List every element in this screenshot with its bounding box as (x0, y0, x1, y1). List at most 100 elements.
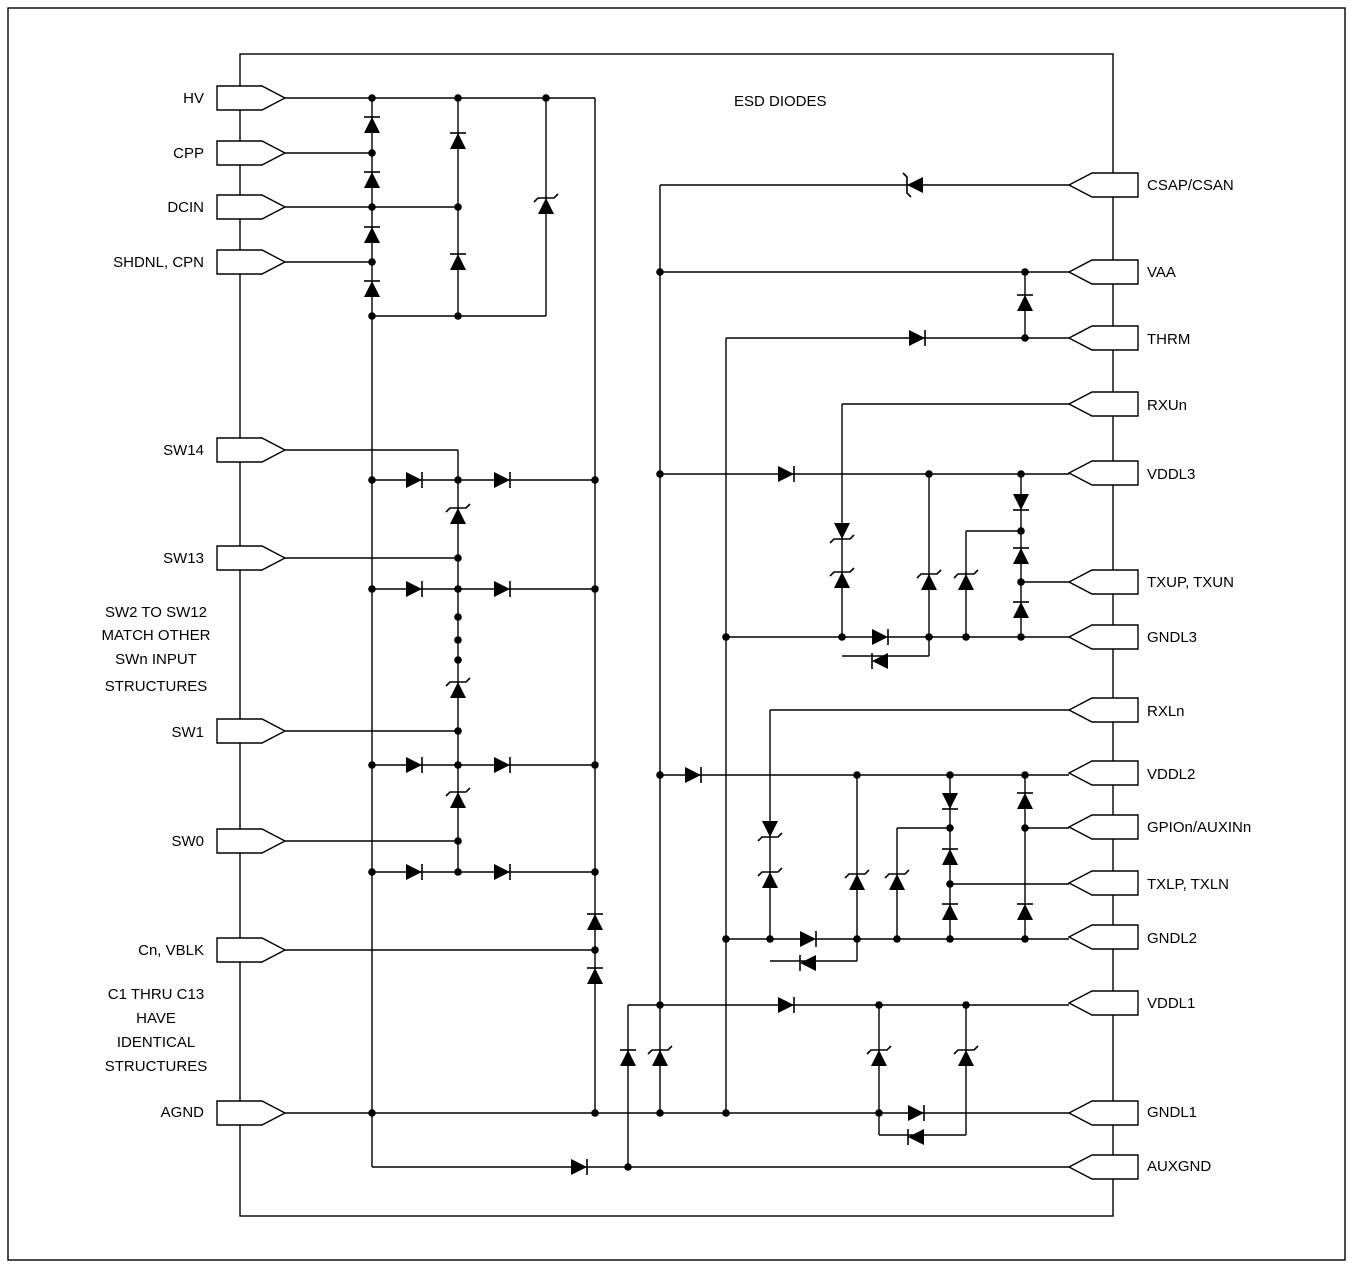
zener-diode-body (652, 1050, 668, 1066)
diode-body (1017, 793, 1033, 809)
zener-diode-body (889, 874, 905, 890)
pin-label-gndl2: GNDL2 (1147, 930, 1197, 947)
junction-dot (1017, 578, 1025, 586)
zener-diode-bar (445, 787, 471, 797)
pin-label-rxln: RXLn (1147, 703, 1185, 720)
junction-dot (1021, 771, 1029, 779)
junction-dot (454, 613, 462, 621)
pin-label-vaa: VAA (1147, 264, 1176, 281)
pin-label-dcin: DCIN (167, 199, 204, 216)
zener-diode-bar (829, 534, 855, 544)
diode-body (406, 581, 422, 597)
pin-label-shdnl-cpn: SHDNL, CPN (113, 254, 204, 271)
diode-body (778, 466, 794, 482)
diode-body (406, 757, 422, 773)
junction-dot (454, 585, 462, 593)
right-pin-shape (1067, 325, 1139, 351)
diode-body (450, 133, 466, 149)
right-pin-shape (1067, 569, 1139, 595)
zener-diode-bar (829, 567, 855, 577)
diode-body (942, 849, 958, 865)
junction-dot (624, 1163, 632, 1171)
junction-dot (962, 1001, 970, 1009)
diode-body (1013, 494, 1029, 510)
junction-dot (368, 476, 376, 484)
diode-body (364, 172, 380, 188)
diode-body (909, 330, 925, 346)
diagram-title: ESD DIODES (734, 93, 827, 110)
junction-dot (656, 1109, 664, 1117)
zener-diode-bar (953, 569, 979, 579)
junction-dot (368, 203, 376, 211)
diode-body (800, 931, 816, 947)
pin-label-gpion-auxinn: GPIOn/AUXINn (1147, 819, 1251, 836)
junction-dot (591, 761, 599, 769)
junction-dot (368, 585, 376, 593)
junction-dot (946, 880, 954, 888)
left-pin-shape (216, 1100, 287, 1126)
junction-dot (853, 771, 861, 779)
zener-diode-body (921, 574, 937, 590)
zener-diode-body (762, 872, 778, 888)
pin-label-txlp-txln: TXLP, TXLN (1147, 876, 1229, 893)
junction-dot (838, 633, 846, 641)
zener-diode-bar (533, 193, 559, 203)
diode-body (406, 472, 422, 488)
right-pin-shape (1067, 814, 1139, 840)
right-pin-shape (1067, 697, 1139, 723)
sw-note-line: STRUCTURES (105, 678, 208, 695)
left-pin-shape (216, 194, 287, 220)
junction-dot (368, 94, 376, 102)
pin-label-cn-vblk: Cn, VBLK (138, 942, 204, 959)
right-pin-shape (1067, 870, 1139, 896)
junction-dot (925, 470, 933, 478)
zener-diode-body (450, 792, 466, 808)
zener-diode-body (450, 508, 466, 524)
junction-dot (542, 94, 550, 102)
right-pin-shape (1067, 924, 1139, 950)
diode-body (908, 1105, 924, 1121)
diode-body (800, 955, 816, 971)
pin-label-sw1: SW1 (171, 724, 204, 741)
pin-label-vddl3: VDDL3 (1147, 466, 1195, 483)
c-note-line: IDENTICAL (117, 1034, 195, 1051)
junction-dot (591, 585, 599, 593)
diode-body (364, 227, 380, 243)
diode-body (494, 864, 510, 880)
zener-diode-bar (844, 869, 870, 879)
pin-label-vddl1: VDDL1 (1147, 995, 1195, 1012)
junction-dot (766, 935, 774, 943)
diode-body (685, 767, 701, 783)
left-pin-shape (216, 140, 287, 166)
junction-dot (454, 312, 462, 320)
pin-label-txup-txun: TXUP, TXUN (1147, 574, 1234, 591)
junction-dot (893, 935, 901, 943)
junction-dot (454, 837, 462, 845)
zener-diode-bar (884, 869, 910, 879)
left-pin-shape (216, 85, 287, 111)
junction-dot (946, 824, 954, 832)
junction-dot (591, 1109, 599, 1117)
sw-note-line: MATCH OTHER (102, 627, 211, 644)
junction-dot (454, 554, 462, 562)
pin-label-sw13: SW13 (163, 550, 204, 567)
diode-body (494, 472, 510, 488)
junction-dot (368, 761, 376, 769)
junction-dot (454, 203, 462, 211)
junction-dot (656, 470, 664, 478)
pin-label-csap-csan: CSAP/CSAN (1147, 177, 1234, 194)
junction-dot (368, 258, 376, 266)
right-pin-shape (1067, 259, 1139, 285)
c-note-line: HAVE (136, 1010, 176, 1027)
pin-label-vddl2: VDDL2 (1147, 766, 1195, 783)
diode-body (494, 757, 510, 773)
diode-body (620, 1050, 636, 1066)
junction-dot (368, 868, 376, 876)
junction-dot (1017, 470, 1025, 478)
diode-body (494, 581, 510, 597)
right-pin-labels: CSAP/CSAN VAA THRM RXUn VDDL3 TXUP, TXUN… (1147, 177, 1251, 1175)
pin-label-sw0: SW0 (171, 833, 204, 850)
junction-dot (368, 149, 376, 157)
left-pin-shape (216, 718, 287, 744)
